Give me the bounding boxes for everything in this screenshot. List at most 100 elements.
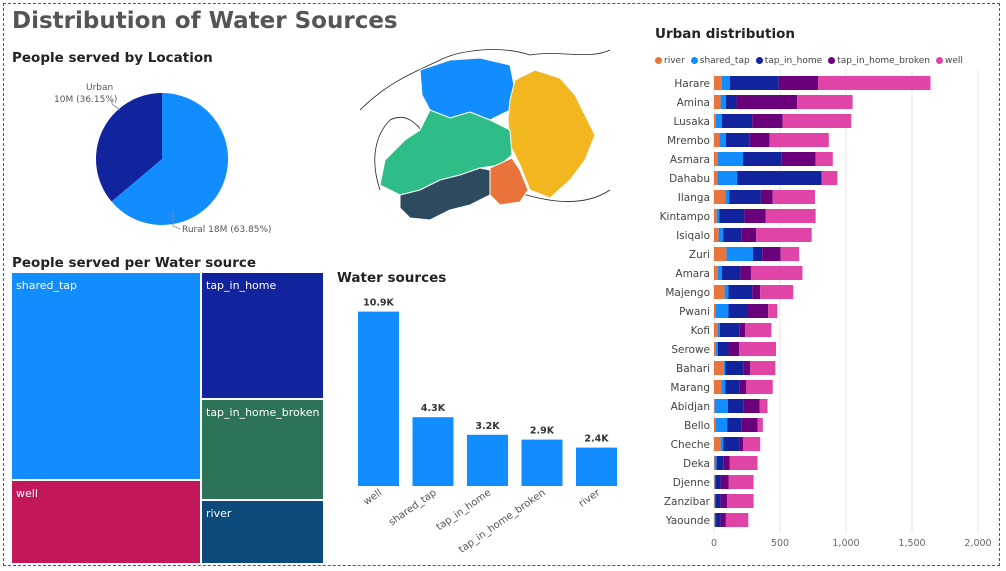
urban-distribution-chart[interactable]: 0 500 1,000 1,500 2,000 Harare Amina Lusaka Mrem… bbox=[640, 70, 995, 560]
legend-item-tap_in_home[interactable]: tap_in_home bbox=[755, 56, 822, 66]
bar-segment-shared_tap[interactable] bbox=[717, 323, 720, 337]
bar-segment-tap_in_home_broken[interactable] bbox=[728, 342, 740, 356]
bar-segment-tap_in_home_broken[interactable] bbox=[739, 437, 744, 451]
bar-segment-tap_in_home_broken[interactable] bbox=[741, 228, 757, 242]
bar-segment-shared_tap[interactable] bbox=[721, 76, 730, 90]
bar-segment-shared_tap[interactable] bbox=[714, 513, 716, 527]
bar-segment-well[interactable] bbox=[745, 323, 772, 337]
bar-segment-tap_in_home[interactable] bbox=[717, 342, 729, 356]
bar-segment-river[interactable] bbox=[714, 247, 727, 261]
bar-segment-tap_in_home[interactable] bbox=[721, 266, 741, 280]
bar-segment-well[interactable] bbox=[768, 304, 778, 318]
bar-segment-shared_tap[interactable] bbox=[723, 361, 726, 375]
bar-segment-tap_in_home[interactable] bbox=[737, 171, 822, 185]
pie-chart[interactable]: Urban 10M (36.15%) Rural 18M (63.85%) bbox=[40, 72, 320, 242]
bar-segment-shared_tap[interactable] bbox=[724, 285, 729, 299]
bar-segment-shared_tap[interactable] bbox=[714, 399, 728, 413]
bar-segment-shared_tap[interactable] bbox=[715, 418, 728, 432]
bar-segment-tap_in_home_broken[interactable] bbox=[752, 285, 761, 299]
legend-item-tap_in_home_broken[interactable]: tap_in_home_broken bbox=[828, 56, 930, 66]
bar-segment-tap_in_home[interactable] bbox=[723, 228, 742, 242]
bar-segment-tap_in_home_broken[interactable] bbox=[720, 513, 726, 527]
region-map[interactable] bbox=[360, 40, 620, 230]
bar-segment-shared_tap[interactable] bbox=[721, 380, 726, 394]
bar-segment-well[interactable] bbox=[780, 247, 800, 261]
bar-segment-river[interactable] bbox=[714, 228, 719, 242]
bar-segment-well[interactable] bbox=[728, 475, 754, 489]
legend-item-shared_tap[interactable]: shared_tap bbox=[690, 56, 750, 66]
bar-segment-tap_in_home_broken[interactable] bbox=[743, 399, 760, 413]
bar-segment-well[interactable] bbox=[772, 190, 815, 204]
bar-segment-river[interactable] bbox=[714, 304, 716, 318]
bar-segment-tap_in_home[interactable] bbox=[743, 152, 782, 166]
treemap[interactable]: shared_tap tap_in_home tap_in_home_broke… bbox=[11, 272, 324, 564]
bar-segment-river[interactable] bbox=[714, 323, 718, 337]
bar-segment-shared_tap[interactable] bbox=[717, 266, 722, 280]
bar-segment-tap_in_home_broken[interactable] bbox=[762, 247, 781, 261]
bar-segment-shared_tap[interactable] bbox=[717, 152, 744, 166]
treemap-cell-well[interactable]: well bbox=[11, 480, 201, 564]
bar-segment-well[interactable] bbox=[746, 380, 773, 394]
bar-segment-tap_in_home[interactable] bbox=[725, 133, 750, 147]
bar-segment-river[interactable] bbox=[714, 513, 715, 527]
bar-segment-tap_in_home[interactable] bbox=[725, 95, 737, 109]
bar-segment-tap_in_home[interactable] bbox=[729, 190, 761, 204]
bar-segment-tap_in_home_broken[interactable] bbox=[736, 95, 798, 109]
bar-segment-well[interactable] bbox=[815, 152, 833, 166]
bar-segment-tap_in_home_broken[interactable] bbox=[781, 152, 816, 166]
pie-slice-urban[interactable] bbox=[96, 93, 162, 202]
bar-segment-river[interactable] bbox=[714, 95, 721, 109]
bar-segment-river[interactable] bbox=[714, 152, 718, 166]
bar-segment-well[interactable] bbox=[750, 361, 776, 375]
water-source-bar-shared_tap[interactable] bbox=[412, 417, 454, 486]
treemap-cell-shared-tap[interactable]: shared_tap bbox=[11, 272, 201, 480]
bar-segment-shared_tap[interactable] bbox=[719, 133, 726, 147]
bar-segment-tap_in_home[interactable] bbox=[727, 399, 744, 413]
bar-segment-shared_tap[interactable] bbox=[720, 95, 726, 109]
bar-segment-tap_in_home[interactable] bbox=[727, 418, 742, 432]
treemap-cell-tap-in-home-broken[interactable]: tap_in_home_broken bbox=[201, 399, 324, 500]
bar-segment-well[interactable] bbox=[727, 494, 754, 508]
bar-segment-shared_tap[interactable] bbox=[714, 456, 717, 470]
bar-segment-tap_in_home_broken[interactable] bbox=[723, 456, 730, 470]
legend-item-well[interactable]: well bbox=[936, 56, 963, 66]
bar-segment-river[interactable] bbox=[714, 380, 722, 394]
bar-segment-shared_tap[interactable] bbox=[720, 437, 724, 451]
water-source-bar-river[interactable] bbox=[576, 447, 617, 486]
bar-segment-river[interactable] bbox=[714, 76, 722, 90]
bar-segment-well[interactable] bbox=[769, 133, 829, 147]
bar-segment-river[interactable] bbox=[714, 399, 715, 413]
bar-segment-tap_in_home[interactable] bbox=[725, 380, 740, 394]
bar-segment-shared_tap[interactable] bbox=[715, 342, 718, 356]
water-source-bar-tap_in_home[interactable] bbox=[467, 434, 508, 486]
bar-segment-shared_tap[interactable] bbox=[715, 304, 729, 318]
bar-segment-tap_in_home[interactable] bbox=[728, 304, 747, 318]
bar-segment-river[interactable] bbox=[714, 475, 715, 489]
bar-segment-river[interactable] bbox=[714, 342, 716, 356]
bar-segment-shared_tap[interactable] bbox=[717, 171, 738, 185]
map-region-blue[interactable] bbox=[419, 57, 516, 121]
map-region-yellow[interactable] bbox=[507, 69, 596, 199]
bar-segment-shared_tap[interactable] bbox=[716, 209, 720, 223]
bar-segment-river[interactable] bbox=[714, 133, 720, 147]
bar-segment-well[interactable] bbox=[765, 209, 816, 223]
bar-segment-river[interactable] bbox=[714, 171, 718, 185]
treemap-cell-tap-in-home[interactable]: tap_in_home bbox=[201, 272, 324, 399]
water-source-bar-well[interactable] bbox=[358, 311, 399, 486]
bar-segment-well[interactable] bbox=[725, 513, 749, 527]
bar-segment-shared_tap[interactable] bbox=[714, 475, 716, 489]
bar-segment-well[interactable] bbox=[821, 171, 838, 185]
bar-segment-well[interactable] bbox=[797, 95, 853, 109]
bar-segment-river[interactable] bbox=[714, 494, 715, 508]
bar-segment-tap_in_home_broken[interactable] bbox=[739, 323, 746, 337]
bar-segment-shared_tap[interactable] bbox=[726, 247, 753, 261]
bar-segment-well[interactable] bbox=[782, 114, 852, 128]
bar-segment-river[interactable] bbox=[714, 361, 724, 375]
bar-segment-tap_in_home[interactable] bbox=[719, 323, 740, 337]
bar-segment-tap_in_home[interactable] bbox=[728, 285, 753, 299]
bar-segment-tap_in_home_broken[interactable] bbox=[741, 418, 758, 432]
bar-segment-tap_in_home_broken[interactable] bbox=[747, 304, 769, 318]
bar-segment-tap_in_home_broken[interactable] bbox=[744, 209, 766, 223]
map-region-orange[interactable] bbox=[489, 157, 529, 206]
bar-segment-shared_tap[interactable] bbox=[715, 114, 722, 128]
